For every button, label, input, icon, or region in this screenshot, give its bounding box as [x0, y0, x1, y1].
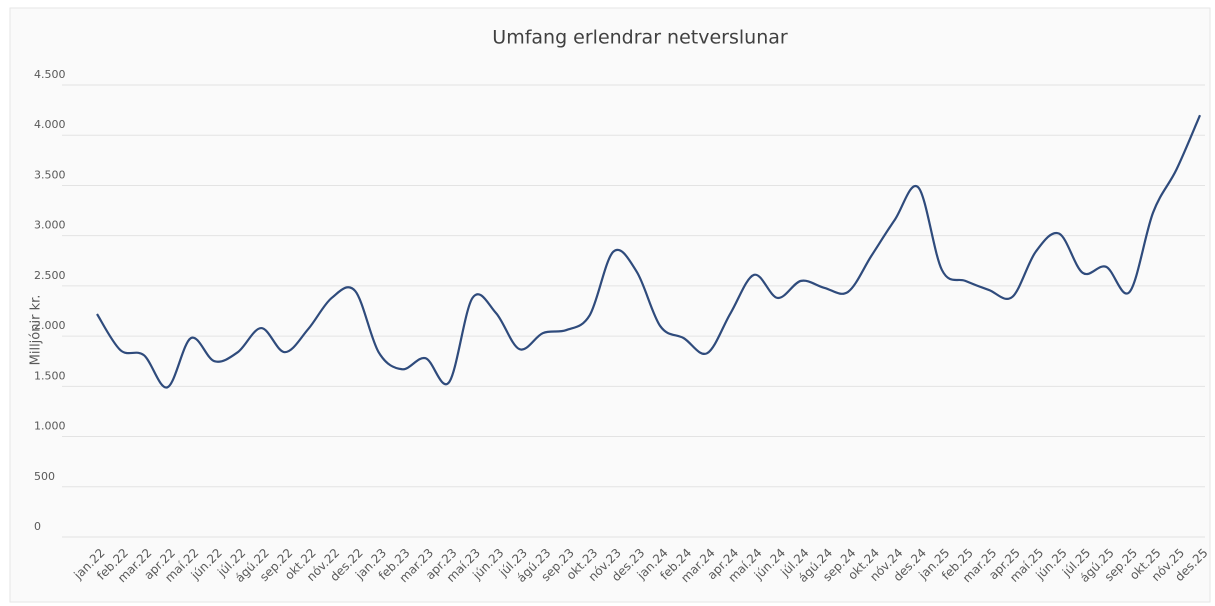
- y-tick-label: 500: [34, 470, 55, 483]
- chart-panel: [9, 7, 1211, 603]
- data-line: [96, 114, 1202, 389]
- y-tick-label: 1.500: [34, 369, 66, 382]
- y-tick-label: 3.000: [34, 219, 66, 232]
- y-tick-label: 2.000: [34, 319, 66, 332]
- y-tick-label: 0: [34, 520, 41, 533]
- y-tick-label: 3.500: [34, 168, 66, 181]
- y-tick-label: 1.000: [34, 420, 66, 433]
- y-tick-label: 4.500: [34, 68, 66, 81]
- y-tick-label: 2.500: [34, 269, 66, 282]
- y-axis-title: Milljónir kr.: [29, 295, 44, 366]
- chart-title: Umfang erlendrar netverslunar: [492, 27, 788, 49]
- y-tick-label: 4.000: [34, 118, 66, 131]
